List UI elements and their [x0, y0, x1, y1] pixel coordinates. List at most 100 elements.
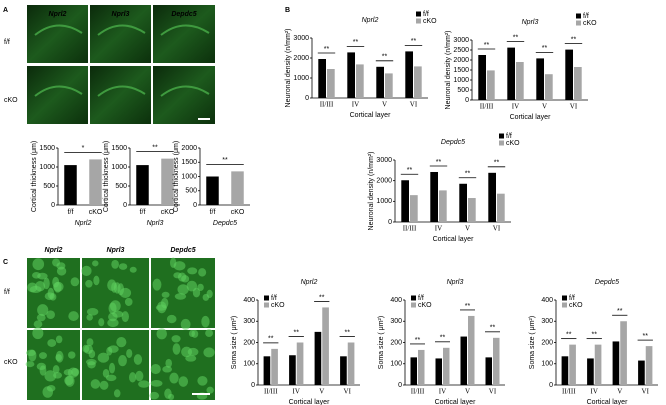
soma: [56, 266, 67, 276]
bar: [645, 346, 653, 385]
panel-letter: C: [3, 259, 8, 266]
x-tick-label: VI: [489, 388, 497, 396]
legend-label: cKO: [418, 302, 432, 309]
y-tick-label: 0: [251, 382, 255, 389]
soma: [68, 311, 79, 321]
legend-swatch: [416, 11, 421, 17]
y-tick-label: 1500: [111, 145, 127, 152]
x-axis-label: Cortical layer: [510, 114, 552, 121]
legend-swatch: [411, 302, 416, 308]
bar: [478, 55, 486, 100]
soma: [47, 339, 57, 347]
soma: [37, 304, 49, 316]
significance: **: [484, 42, 490, 49]
soma: [173, 272, 182, 279]
soma: [149, 391, 160, 400]
legend-swatch: [499, 140, 504, 146]
soma: [171, 335, 181, 343]
x-tick-label: IV: [435, 225, 442, 233]
legend-swatch: [264, 302, 269, 308]
hippocampus: [160, 85, 210, 97]
significance: **: [222, 157, 228, 164]
bar: [414, 66, 422, 98]
soma: [70, 277, 80, 287]
soma: [85, 279, 93, 288]
significance: **: [440, 335, 446, 342]
x-tick-label: V: [319, 388, 324, 396]
soma: [129, 266, 137, 273]
bar: [443, 347, 450, 385]
bar: [318, 59, 326, 98]
soma: [52, 365, 60, 374]
column-label: Nprl3: [107, 247, 125, 254]
legend-swatch: [562, 302, 567, 308]
soma: [86, 314, 93, 321]
bar: [347, 342, 355, 385]
soma: [68, 351, 76, 359]
bar: [545, 74, 553, 100]
soma: [37, 272, 48, 280]
bar: [485, 357, 492, 385]
bar: [231, 171, 244, 205]
column-label: Depdc5: [171, 11, 196, 18]
soma: [113, 282, 121, 294]
x-tick-label: VI: [493, 225, 501, 233]
soma: [25, 361, 35, 368]
soma: [92, 260, 99, 267]
x-tick-label: IV: [591, 388, 598, 396]
bar: [161, 158, 174, 205]
y-tick-label: 100: [390, 361, 402, 368]
bar: [206, 176, 219, 205]
y-tick-label: 400: [541, 297, 553, 304]
significance: **: [494, 160, 500, 167]
significance: **: [152, 144, 158, 151]
bar: [401, 180, 409, 222]
soma: [198, 268, 207, 277]
y-tick-label: 1000: [39, 164, 55, 171]
soma: [181, 275, 190, 283]
bar: [565, 49, 573, 100]
significance: **: [345, 329, 351, 336]
chart-title: Nprl3: [522, 19, 539, 26]
soma: [32, 258, 45, 271]
x-axis-label: Cortical layer: [435, 399, 477, 405]
y-tick-label: 0: [51, 202, 55, 209]
y-tick-label: 1500: [453, 67, 469, 74]
bar: [507, 47, 515, 100]
bar: [296, 342, 304, 385]
soma: [107, 318, 119, 328]
soma: [113, 389, 121, 398]
panel-letter: A: [3, 7, 8, 14]
hippocampus: [34, 24, 83, 36]
hippocampus: [34, 85, 83, 97]
soma: [178, 376, 189, 387]
soma: [71, 367, 80, 376]
bar: [314, 331, 322, 385]
soma: [106, 346, 113, 356]
soma: [168, 393, 175, 400]
y-axis-label: Neuronal density (n/mm²): [285, 29, 292, 108]
soma: [99, 380, 109, 390]
significance: **: [465, 171, 471, 178]
legend-label: cKO: [271, 302, 285, 309]
x-tick-label: f/f: [68, 209, 74, 216]
x-tick-label: V: [465, 388, 470, 396]
soma: [203, 347, 215, 358]
significance: **: [490, 325, 496, 332]
x-axis-label: Cortical layer: [587, 399, 629, 405]
legend-label: f/f: [569, 295, 575, 302]
significance: **: [407, 167, 413, 174]
soma: [102, 369, 110, 378]
bar: [410, 357, 417, 385]
legend-label: f/f: [271, 295, 277, 302]
bar: [493, 337, 500, 385]
y-tick-label: 0: [388, 219, 392, 226]
y-tick-label: 3000: [453, 37, 469, 44]
x-axis-label: Cortical layer: [289, 399, 331, 405]
hippocampus: [97, 24, 146, 36]
bar: [327, 69, 335, 98]
legend-label: cKO: [506, 140, 520, 147]
soma: [173, 261, 186, 271]
significance: **: [411, 38, 417, 45]
legend-label: f/f: [418, 295, 424, 302]
